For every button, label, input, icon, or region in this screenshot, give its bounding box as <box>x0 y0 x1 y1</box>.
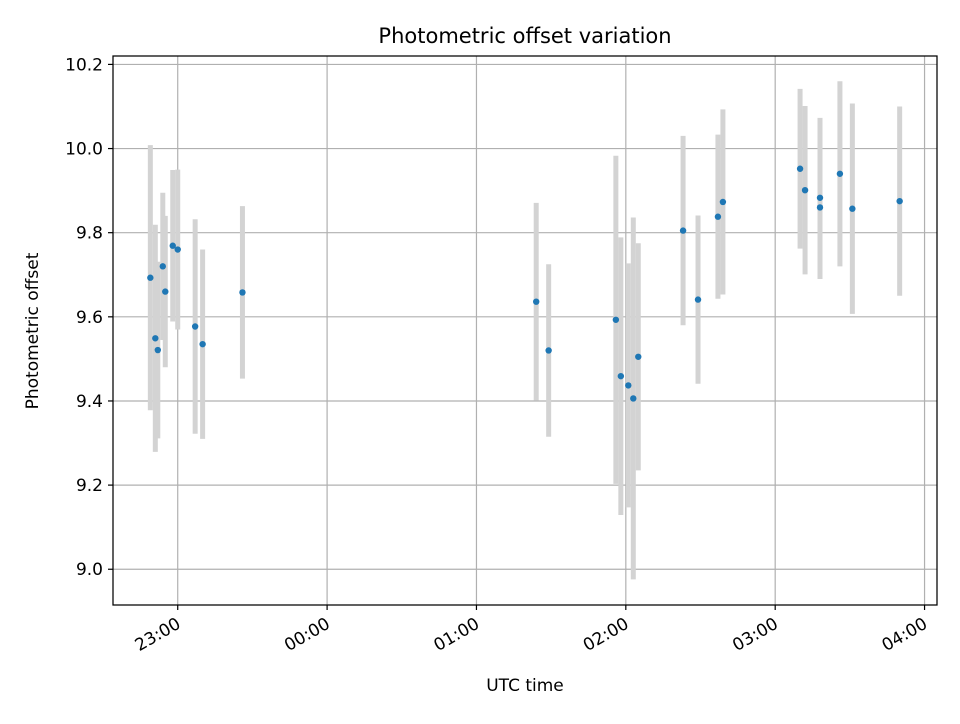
y-tick-label: 10.2 <box>65 55 103 75</box>
y-tick-label: 9.0 <box>76 560 103 580</box>
point-layer <box>147 165 903 402</box>
data-point <box>199 340 206 348</box>
data-point <box>545 347 552 354</box>
data-point <box>162 288 169 295</box>
y-tick-label: 9.2 <box>76 476 103 496</box>
y-tick-layer: 9.0 9.2 9.4 9.6 9.8 10.0 10.2 <box>65 55 113 580</box>
data-point <box>191 323 199 330</box>
x-tick-label: 02:00 <box>580 614 632 656</box>
y-tick-label: 9.6 <box>76 308 103 328</box>
y-tick-label: 10.0 <box>65 140 103 160</box>
x-tick-label: 04:00 <box>879 614 931 656</box>
data-point <box>174 246 181 253</box>
data-point <box>159 263 166 270</box>
data-point <box>617 372 625 380</box>
data-point <box>630 395 637 402</box>
data-point <box>612 316 620 323</box>
plot-frame <box>112 55 938 606</box>
data-point <box>154 346 162 354</box>
x-tick-label: 01:00 <box>431 614 483 656</box>
x-tick-label: 00:00 <box>281 614 333 656</box>
data-point <box>816 204 824 211</box>
data-point <box>147 274 154 281</box>
data-point <box>801 187 809 194</box>
chart-title: Photometric offset variation <box>378 24 671 48</box>
data-point <box>635 353 642 360</box>
y-axis-label: Photometric offset <box>23 252 43 409</box>
x-tick-label: 03:00 <box>729 614 781 656</box>
x-axis-label: UTC time <box>486 676 564 696</box>
x-tick-label: 23:00 <box>132 614 184 656</box>
data-point <box>719 198 727 206</box>
data-point <box>896 197 903 205</box>
grid-layer <box>113 56 937 605</box>
data-point <box>849 205 856 212</box>
data-point <box>679 227 687 234</box>
data-point <box>533 298 540 305</box>
data-point <box>836 170 844 177</box>
data-point <box>625 382 632 389</box>
data-point <box>714 213 722 220</box>
data-point <box>152 335 159 342</box>
errorbar-layer <box>147 81 903 580</box>
data-point <box>694 296 702 303</box>
data-point <box>239 289 246 296</box>
y-tick-label: 9.4 <box>76 392 103 412</box>
data-point <box>816 194 824 201</box>
data-point <box>796 165 804 172</box>
x-tick-layer: 23:00 00:00 01:00 02:00 03:00 04:00 <box>132 605 931 656</box>
y-tick-label: 9.8 <box>76 224 103 244</box>
data-point <box>169 242 176 249</box>
